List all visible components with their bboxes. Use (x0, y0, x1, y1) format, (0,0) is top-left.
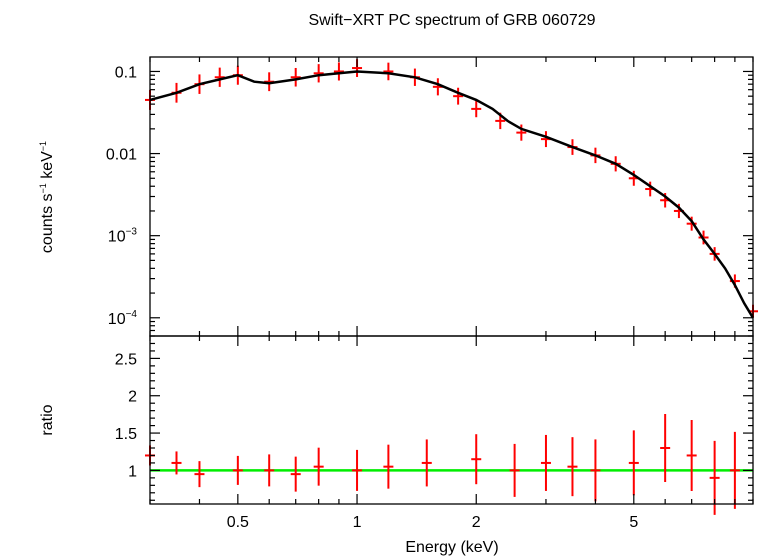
x-tick-label: 2 (472, 514, 481, 531)
y-tick-label-base: 0.01 (106, 147, 137, 164)
data-point (686, 216, 697, 231)
chart-title: Swift−XRT PC spectrum of GRB 060729 (308, 12, 595, 29)
ratio-y-tick-label: 2.5 (115, 351, 137, 368)
data-point (516, 124, 527, 141)
data-point (214, 67, 225, 87)
ratio-point (313, 447, 324, 486)
x-tick-labels: 0.5 1 2 5 (227, 514, 639, 531)
x-tick-label: 5 (629, 514, 638, 531)
y-tick-label-exponent: −4 (126, 309, 138, 320)
data-point (333, 62, 344, 81)
ratio-point (421, 439, 432, 487)
ratio-data-layer (145, 414, 753, 515)
main-x-ticks (149, 57, 754, 346)
x-axis-label: Energy (keV) (405, 539, 498, 556)
data-point (453, 87, 464, 105)
ratio-point (352, 449, 363, 491)
y-tick-label: 10−3 (108, 227, 138, 246)
y-tick-label-base: 0.1 (115, 64, 137, 81)
x-tick-label: 0.5 (227, 514, 249, 531)
ratio-point (628, 430, 639, 496)
model-curve (149, 70, 755, 319)
main-data-layer (145, 59, 758, 319)
main-plot-frame (149, 56, 754, 337)
ratio-point (264, 454, 275, 487)
ratio-point (509, 443, 520, 497)
ratio-point (590, 439, 601, 502)
x-tick-label: 1 (353, 514, 362, 531)
ratio-panel: 1 1.5 2 2.5 (115, 335, 754, 515)
ratio-point (729, 431, 740, 509)
y-tick-label: 10−4 (108, 309, 138, 328)
ratio-point (383, 444, 394, 489)
ratio-plot-frame (149, 335, 754, 505)
ratio-y-tick-label: 1 (128, 463, 137, 480)
y-axis-label-main: counts s−1 keV−1 (38, 141, 56, 253)
ratio-point (290, 456, 301, 492)
data-point (383, 62, 394, 81)
y-tick-label-base: 10 (108, 229, 126, 246)
data-point (471, 100, 482, 118)
y-tick-label-exponent: −3 (126, 227, 138, 238)
y-tick-label: 0.01 (106, 147, 137, 164)
ratio-point (232, 455, 243, 485)
ratio-y-tick-label: 1.5 (115, 426, 137, 443)
ratio-point (540, 434, 551, 491)
data-point (290, 67, 301, 87)
ratio-point (686, 419, 697, 491)
y-axis-label-ratio: ratio (39, 404, 56, 435)
y-tick-label-base: 10 (108, 311, 126, 328)
y-tick-label: 0.1 (115, 64, 137, 81)
ratio-y-ticks: 1 1.5 2 2.5 (115, 342, 753, 501)
ratio-point (194, 461, 205, 488)
ratio-point (171, 451, 182, 475)
ratio-point (471, 434, 482, 485)
ratio-y-tick-label: 2 (128, 389, 137, 406)
data-point (313, 64, 324, 83)
ratio-point (567, 437, 578, 497)
ratio-x-ticks (149, 494, 754, 504)
ratio-point (660, 414, 671, 482)
